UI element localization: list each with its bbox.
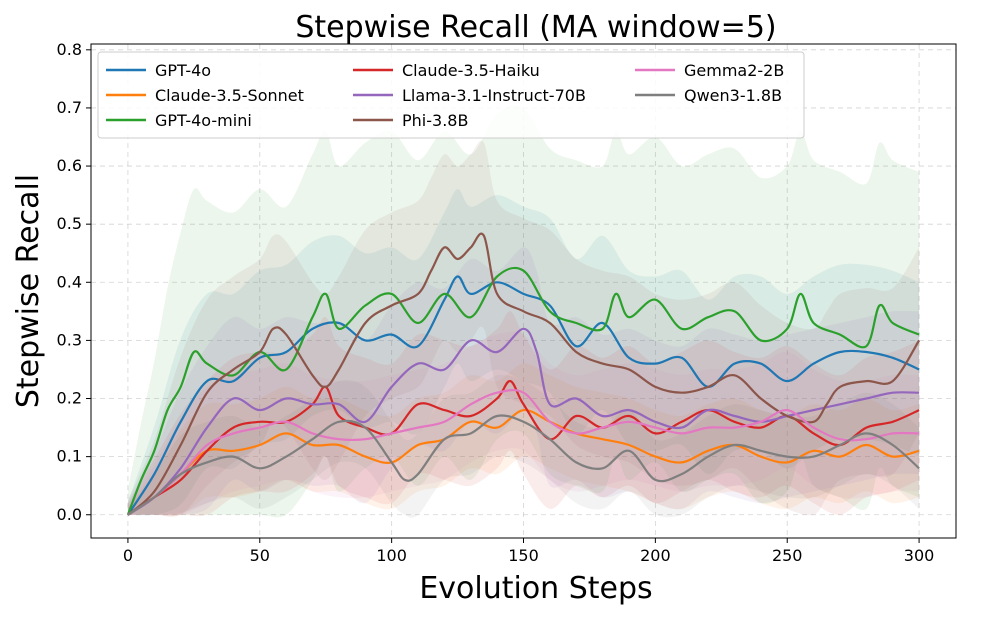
legend-label-qwen3-1-8b: Qwen3-1.8B <box>684 86 782 105</box>
band-claude-3-5-sonnet <box>127 363 920 517</box>
x-tick-label: 100 <box>376 546 407 565</box>
legend-label-claude-3-5-sonnet: Claude-3.5-Sonnet <box>155 86 304 105</box>
legend-label-gpt-4o: GPT-4o <box>155 61 211 80</box>
line-gpt-4o-mini <box>126 266 920 516</box>
line-claude-3-5-sonnet <box>127 408 920 516</box>
y-tick-label: 0.8 <box>57 40 82 59</box>
y-tick-label: 0.1 <box>57 447 82 466</box>
band-gpt-4o <box>127 189 920 516</box>
legend-label-phi-3-8b: Phi-3.8B <box>402 111 468 130</box>
x-axis-label: Evolution Steps <box>419 571 652 606</box>
y-tick-label: 0.5 <box>57 214 82 233</box>
series-lines <box>126 232 921 516</box>
legend-label-gpt-4o-mini: GPT-4o-mini <box>155 111 252 130</box>
grid <box>91 44 956 538</box>
line-gemma2-2b <box>127 388 920 516</box>
y-tick-label: 0.7 <box>57 98 82 117</box>
band-claude-3-5-haiku <box>127 311 920 517</box>
x-tick-label: 50 <box>250 546 270 565</box>
x-tick-label: 0 <box>123 546 133 565</box>
y-tick-label: 0.2 <box>57 389 82 408</box>
chart-title: Stepwise Recall (MA window=5) <box>295 10 776 45</box>
band-llama-3-1-instruct-70b <box>127 247 920 516</box>
legend-label-gemma2-2b: Gemma2-2B <box>684 61 784 80</box>
x-tick-label: 200 <box>640 546 671 565</box>
x-tick-label: 250 <box>772 546 803 565</box>
axis-ticks: 0 50 100 150 200 250 300 0.0 0.1 0.2 0.3 0.4 0.5 0.6 0… <box>57 40 935 565</box>
y-axis-label: Stepwise Recall <box>11 174 46 408</box>
line-qwen3-1-8b <box>127 414 920 516</box>
line-phi-3-8b <box>127 232 921 516</box>
legend: GPT-4o Claude-3.5-Sonnet GPT-4o-mini Claude… <box>97 51 805 139</box>
line-gpt-4o <box>126 275 920 516</box>
y-tick-label: 0.0 <box>57 505 82 524</box>
legend-box <box>97 51 805 139</box>
line-llama-3-1-instruct-70b <box>127 327 920 516</box>
y-tick-label: 0.3 <box>57 330 82 349</box>
y-tick-label: 0.6 <box>57 156 82 175</box>
y-tick-label: 0.4 <box>57 272 82 291</box>
legend-label-llama-3-1-instruct-70b: Llama-3.1-Instruct-70B <box>402 86 586 105</box>
legend-label-claude-3-5-haiku: Claude-3.5-Haiku <box>402 61 540 80</box>
x-tick-label: 300 <box>904 546 935 565</box>
x-tick-label: 150 <box>508 546 539 565</box>
